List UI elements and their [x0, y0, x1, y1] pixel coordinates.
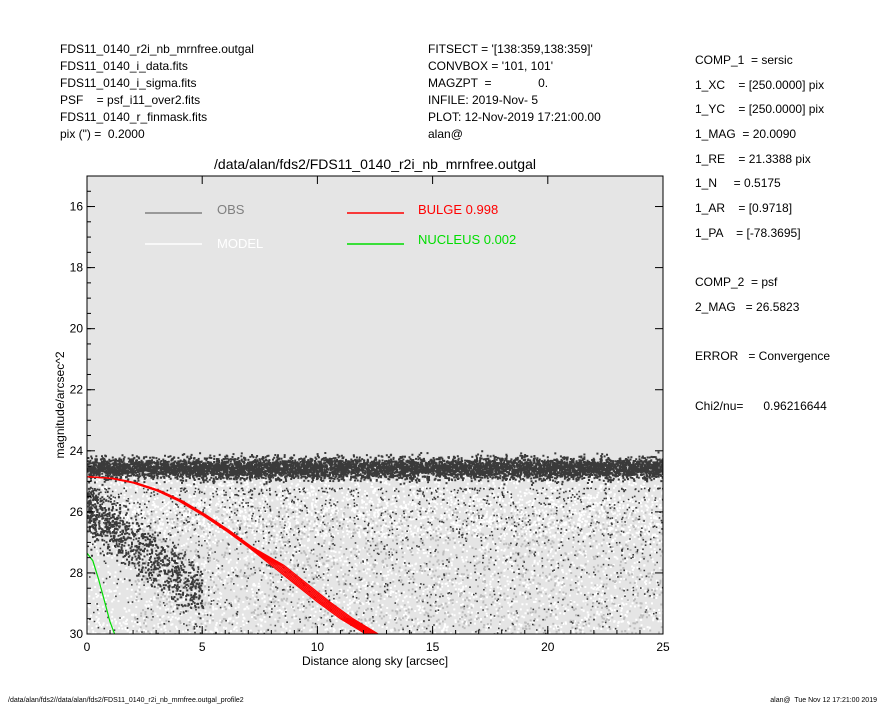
- nucleus-line: [87, 552, 116, 634]
- y-tick-label: 28: [70, 566, 84, 580]
- header-left-line: FDS11_0140_i_sigma.fits: [60, 76, 197, 90]
- footer-path: /data/alan/fds2//data/alan/fds2/FDS11_01…: [8, 697, 244, 704]
- param-line: 1_MAG = 20.0090: [695, 127, 797, 142]
- y-tick-label: 20: [70, 322, 84, 336]
- x-tick-label: 5: [199, 640, 206, 654]
- param-line: 1_RE = 21.3388 pix: [695, 151, 811, 166]
- param-line: ERROR = Convergence: [695, 349, 831, 364]
- y-tick-label: 18: [70, 261, 84, 275]
- x-tick-label: 20: [541, 640, 555, 654]
- param-line: 2_MAG = 26.5823: [695, 299, 800, 314]
- legend-label-bulge: BULGE 0.998: [418, 202, 498, 217]
- param-line: COMP_1 = sersic: [695, 53, 793, 67]
- header-left-line: FDS11_0140_r2i_nb_mrnfree.outgal: [60, 42, 254, 56]
- x-tick-label: 15: [426, 640, 440, 654]
- header-mid-line: INFILE: 2019-Nov- 5: [428, 93, 539, 107]
- header-mid-line: PLOT: 12-Nov-2019 17:21:00.00: [428, 110, 601, 124]
- obs-point-cloud: [87, 450, 663, 634]
- component-parameters-block: COMP_1 = sersic 1_XC = [250.0000] pix 1_YC…: [695, 48, 830, 418]
- header-left-block: FDS11_0140_r2i_nb_mrnfree.outgal FDS11_01…: [60, 41, 254, 143]
- obs-points: [87, 450, 663, 634]
- param-line: 1_AR = [0.9718]: [695, 201, 793, 216]
- y-axis-label: magnitude/arcsec^2: [53, 351, 67, 458]
- chart-title: /data/alan/fds2/FDS11_0140_r2i_nb_mrnfre…: [214, 156, 536, 172]
- header-left-line: FDS11_0140_r_finmask.fits: [60, 110, 208, 124]
- legend-label-obs: OBS: [217, 202, 245, 217]
- y-tick-label: 30: [70, 627, 84, 641]
- header-left-line: pix (") = 0.2000: [60, 127, 145, 141]
- header-mid-line: CONVBOX = '101, 101': [428, 59, 553, 73]
- y-tick-label: 16: [70, 200, 84, 214]
- x-tick-label: 25: [656, 640, 670, 654]
- param-line: 1_YC = [250.0000] pix: [695, 102, 825, 117]
- x-axis-label: Distance along sky [arcsec]: [302, 654, 448, 668]
- model-point-cloud: [87, 469, 663, 634]
- param-line: Chi2/nu= 0.96216644: [695, 398, 827, 413]
- y-tick-label: 22: [70, 383, 84, 397]
- legend-label-model: MODEL: [217, 236, 263, 251]
- x-tick-label: 10: [311, 640, 325, 654]
- y-tick-label: 26: [70, 505, 84, 519]
- header-left-line: FDS11_0140_i_data.fits: [60, 59, 188, 73]
- header-left-line: PSF = psf_i11_over2.fits: [60, 93, 201, 107]
- param-line: 1_N = 0.5175: [695, 176, 781, 191]
- legend-label-nucleus: NUCLEUS 0.002: [418, 232, 516, 247]
- obs-faint-point-cloud: [133, 505, 663, 634]
- param-line: COMP_2 = psf: [695, 275, 778, 290]
- param-line: 1_XC = [250.0000] pix: [695, 77, 825, 92]
- model-points: [87, 469, 663, 634]
- header-mid-line: FITSECT = '[138:359,138:359]': [428, 42, 593, 56]
- footer-timestamp: alan@ Tue Nov 12 17:21:00 2019: [770, 697, 877, 704]
- x-tick-label: 0: [84, 640, 91, 654]
- param-line: 1_PA = [-78.3695]: [695, 225, 801, 240]
- header-mid-line: MAGZPT = 0.: [428, 76, 549, 90]
- bulge-line: [90, 476, 379, 634]
- header-middle-block: FITSECT = '[138:359,138:359]' CONVBOX = '…: [428, 41, 601, 143]
- header-mid-line: alan@: [428, 127, 463, 141]
- y-tick-label: 24: [70, 444, 84, 458]
